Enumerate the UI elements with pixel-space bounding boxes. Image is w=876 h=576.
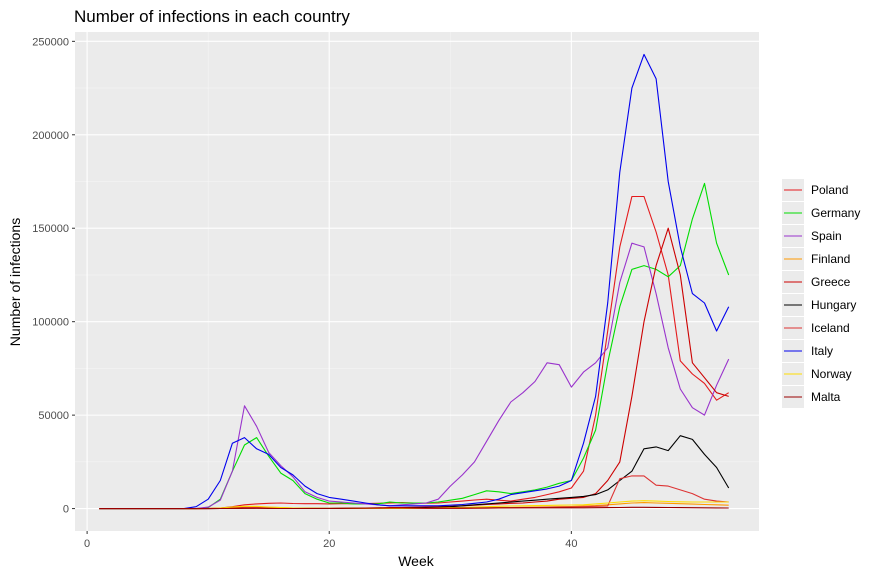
legend-label: Spain <box>811 229 842 243</box>
x-tick-label: 0 <box>84 538 90 550</box>
legend-label: Greece <box>811 275 851 289</box>
x-tick-label: 20 <box>323 538 335 550</box>
legend-item-norway: Norway <box>782 363 852 385</box>
plot-panel <box>75 32 759 531</box>
series-line-malta <box>99 506 729 510</box>
series-lines <box>99 53 730 510</box>
x-tick-label: 40 <box>565 538 577 550</box>
legend-item-germany: Germany <box>782 202 860 224</box>
legend-item-hungary: Hungary <box>782 294 856 316</box>
legend-label: Malta <box>811 390 841 404</box>
x-axis: 0 20 40 <box>84 531 577 550</box>
legend-item-iceland: Iceland <box>782 317 850 339</box>
y-axis-title: Number of infections <box>7 218 23 346</box>
x-axis-title: Week <box>398 553 435 569</box>
legend-item-finland: Finland <box>782 248 850 270</box>
legend-label: Iceland <box>811 321 850 335</box>
legend-label: Hungary <box>811 298 856 312</box>
legend-label: Poland <box>811 183 848 197</box>
legend-label: Italy <box>811 344 833 358</box>
chart-title: Number of infections in each country <box>74 7 350 26</box>
y-tick-label: 250000 <box>32 36 69 48</box>
legend-label: Finland <box>811 252 850 266</box>
y-tick-label: 150000 <box>32 223 69 235</box>
series-line-italy <box>99 53 730 510</box>
major-gridlines <box>75 32 759 531</box>
y-tick-label: 200000 <box>32 130 69 142</box>
legend-label: Germany <box>811 206 860 220</box>
y-tick-label: 0 <box>63 504 69 516</box>
y-tick-label: 100000 <box>32 317 69 329</box>
y-axis: 0 50000 100000 150000 200000 250000 <box>32 36 75 516</box>
y-tick-label: 50000 <box>38 410 69 422</box>
legend-item-malta: Malta <box>782 386 841 408</box>
legend-item-poland: Poland <box>782 179 848 201</box>
legend: Poland Germany Spain Finland Greece Hungary Ic… <box>782 179 860 408</box>
legend-item-greece: Greece <box>782 271 851 293</box>
legend-label: Norway <box>811 367 852 381</box>
legend-item-spain: Spain <box>782 225 842 247</box>
legend-item-italy: Italy <box>782 340 833 362</box>
series-line-spain <box>99 242 730 510</box>
minor-gridlines <box>75 32 759 531</box>
